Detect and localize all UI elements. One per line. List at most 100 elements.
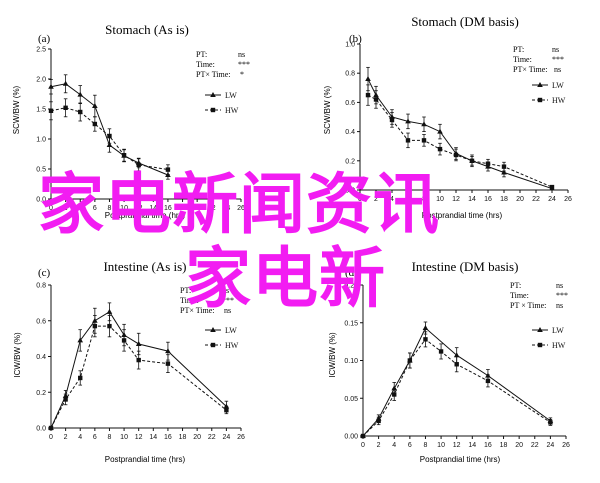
series-hw-line <box>50 107 169 171</box>
x-tick-label: 18 <box>500 442 508 449</box>
x-tick-label: 26 <box>564 196 572 203</box>
y-tick-label: 2.5 <box>36 47 46 54</box>
x-tick-label: 12 <box>135 205 143 212</box>
stat-name: PT: <box>196 50 207 59</box>
series-hw-point <box>437 146 443 152</box>
series-hw-point <box>485 161 491 166</box>
panel-stomach-as-is: (a) Stomach (As is) SCW/BW (%) Postprand… <box>12 22 250 220</box>
series-lw-point <box>501 169 507 175</box>
stat-value: *** <box>222 296 234 305</box>
y-tick-label: 0.00 <box>344 434 358 441</box>
series-lw-line <box>362 327 551 437</box>
x-tick-label: 24 <box>222 434 230 441</box>
series-hw-point <box>365 92 371 98</box>
x-tick-label: 26 <box>562 442 570 449</box>
y-tick-label: 0.4 <box>345 129 355 136</box>
stats-block: PT: ns Time: *** PT× Time: ns <box>513 45 564 74</box>
series-lw-point <box>77 91 84 97</box>
panel-label: (c) <box>38 267 51 279</box>
stat-value: *** <box>238 60 250 69</box>
y-tick-label: 0.6 <box>345 100 355 107</box>
x-tick-label: 4 <box>78 205 82 212</box>
x-tick-label: 6 <box>408 442 412 449</box>
y-tick-label: 1.0 <box>36 137 46 144</box>
series-hw-point <box>107 323 112 329</box>
series-hw-point <box>407 358 413 363</box>
series-hw-point <box>92 121 98 127</box>
panel-label: (a) <box>38 33 51 45</box>
series-hw-line <box>367 94 553 188</box>
y-tick-label: 0.4 <box>36 354 46 361</box>
legend-hw-marker <box>210 342 216 348</box>
stat-value: * <box>240 70 244 79</box>
series-lw-point <box>405 118 411 124</box>
series-lw-point <box>48 83 54 89</box>
x-tick-label: 14 <box>149 205 157 212</box>
x-axis-label: Postprandial time (hrs) <box>105 211 186 220</box>
y-tick-label: 2.0 <box>36 77 46 84</box>
series-lw-point <box>391 385 398 391</box>
stat-value: *** <box>556 291 568 300</box>
x-tick-label: 24 <box>548 196 556 203</box>
series-hw-point <box>92 323 98 329</box>
stat-name: PT: <box>510 281 521 290</box>
x-tick-label: 8 <box>424 442 428 449</box>
series-hw-point <box>501 164 507 169</box>
stat-name: Time: <box>510 291 529 300</box>
series-hw-point <box>121 153 127 158</box>
x-tick-label: 14 <box>468 196 476 203</box>
panel-title: Intestine (As is) <box>103 259 186 274</box>
x-tick-label: 2 <box>377 442 381 449</box>
series-lw-point <box>92 103 98 108</box>
legend-lw-marker <box>537 327 543 332</box>
y-tick-label: 1.5 <box>36 107 46 114</box>
stat-name: Time: <box>196 60 215 69</box>
x-tick-label: 0 <box>361 442 365 449</box>
x-tick-label: 22 <box>532 196 540 203</box>
x-tick-label: 24 <box>546 442 554 449</box>
x-tick-label: 18 <box>179 205 187 212</box>
y-tick-label: 0.0 <box>36 197 46 204</box>
x-tick-label: 10 <box>436 196 444 203</box>
y-tick-label: 0.5 <box>36 167 46 174</box>
x-tick-label: 24 <box>222 205 230 212</box>
stat-name: PT × Time: <box>510 301 546 310</box>
x-tick-label: 0 <box>49 205 53 212</box>
x-tick-label: 12 <box>135 434 143 441</box>
legend-hw-label: HW <box>225 341 239 350</box>
stats-block: PT: ns Time: *** PT× Time: * <box>196 50 250 79</box>
y-tick-label: 0.2 <box>36 390 46 397</box>
series-hw-point <box>453 152 459 158</box>
y-tick-label: 1.0 <box>345 42 355 49</box>
x-tick-label: 26 <box>237 205 245 212</box>
legend-hw-marker <box>537 342 543 348</box>
legend-lw-label: LW <box>552 326 564 335</box>
legend-lw-label: LW <box>225 91 237 100</box>
y-tick-label: 0.6 <box>36 318 46 325</box>
series-hw-point <box>421 138 427 143</box>
x-tick-label: 6 <box>93 205 97 212</box>
x-tick-label: 8 <box>108 434 112 441</box>
x-axis-label: Postprandial time (hrs) <box>420 455 501 464</box>
x-tick-label: 4 <box>392 442 396 449</box>
series-hw-point <box>360 433 366 439</box>
stat-name: PT× Time: <box>180 306 215 315</box>
series-hw-point <box>224 407 229 413</box>
y-tick-label: 0.8 <box>345 71 355 78</box>
series-hw-point <box>78 109 83 115</box>
legend-hw-label: HW <box>552 96 566 105</box>
legend-hw-label: HW <box>552 341 566 350</box>
x-tick-label: 10 <box>120 434 128 441</box>
series-hw-point <box>485 378 491 384</box>
x-tick-label: 6 <box>406 196 410 203</box>
x-tick-label: 2 <box>374 196 378 203</box>
panel-intestine-dm-basis: (d) Intestine (DM basis) ICW/BW (%) Post… <box>328 259 570 464</box>
stat-name: PT: <box>180 286 191 295</box>
legend-hw-marker <box>537 97 543 103</box>
series-hw-point <box>548 420 553 425</box>
legend-lw-marker <box>210 92 216 97</box>
legend-hw-label: HW <box>225 106 239 115</box>
stat-value: ns <box>222 286 229 295</box>
x-tick-label: 6 <box>93 434 97 441</box>
series-hw-point <box>376 418 381 424</box>
